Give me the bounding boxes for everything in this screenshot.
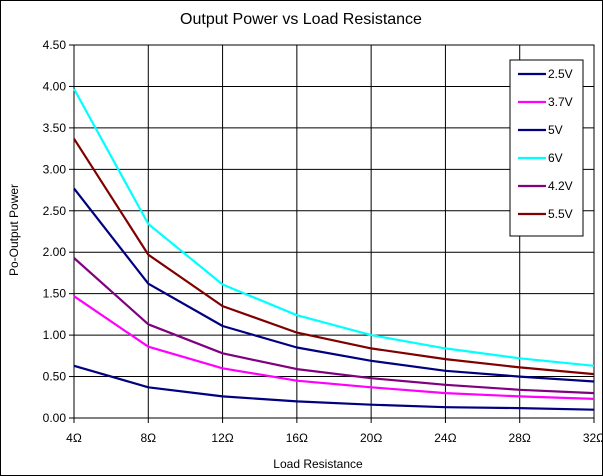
x-tick-label: 12Ω bbox=[211, 431, 233, 445]
x-tick-label: 24Ω bbox=[434, 431, 456, 445]
x-tick-label: 4Ω bbox=[66, 431, 82, 445]
x-axis-label: Load Resistance bbox=[273, 457, 363, 471]
legend-label: 5V bbox=[548, 123, 563, 137]
y-axis-label: Po-Output Power bbox=[7, 184, 21, 276]
x-tick-label: 8Ω bbox=[140, 431, 156, 445]
legend-label: 2.5V bbox=[548, 67, 573, 81]
y-tick-label: 4.00 bbox=[43, 79, 67, 93]
x-tick-label: 20Ω bbox=[360, 431, 382, 445]
y-tick-label: 1.50 bbox=[43, 287, 67, 301]
chart-title: Output Power vs Load Resistance bbox=[180, 11, 422, 28]
legend-label: 6V bbox=[548, 151, 563, 165]
y-tick-label: 0.50 bbox=[43, 370, 67, 384]
y-tick-label: 4.50 bbox=[43, 38, 67, 52]
y-tick-label: 1.00 bbox=[43, 328, 67, 342]
y-tick-label: 3.50 bbox=[43, 121, 67, 135]
y-tick-label: 0.00 bbox=[43, 411, 67, 425]
x-tick-label: 16Ω bbox=[286, 431, 308, 445]
x-tick-label: 28Ω bbox=[509, 431, 531, 445]
legend-label: 4.2V bbox=[548, 179, 573, 193]
x-tick-label: 32Ω bbox=[583, 431, 603, 445]
legend-label: 5.5V bbox=[548, 207, 573, 221]
legend: 2.5V 3.7V 5V 6V 4.2V 5.5V bbox=[510, 60, 583, 236]
y-tick-label: 3.00 bbox=[43, 162, 67, 176]
y-tick-label: 2.00 bbox=[43, 245, 67, 259]
y-tick-label: 2.50 bbox=[43, 204, 67, 218]
legend-label: 3.7V bbox=[548, 95, 573, 109]
